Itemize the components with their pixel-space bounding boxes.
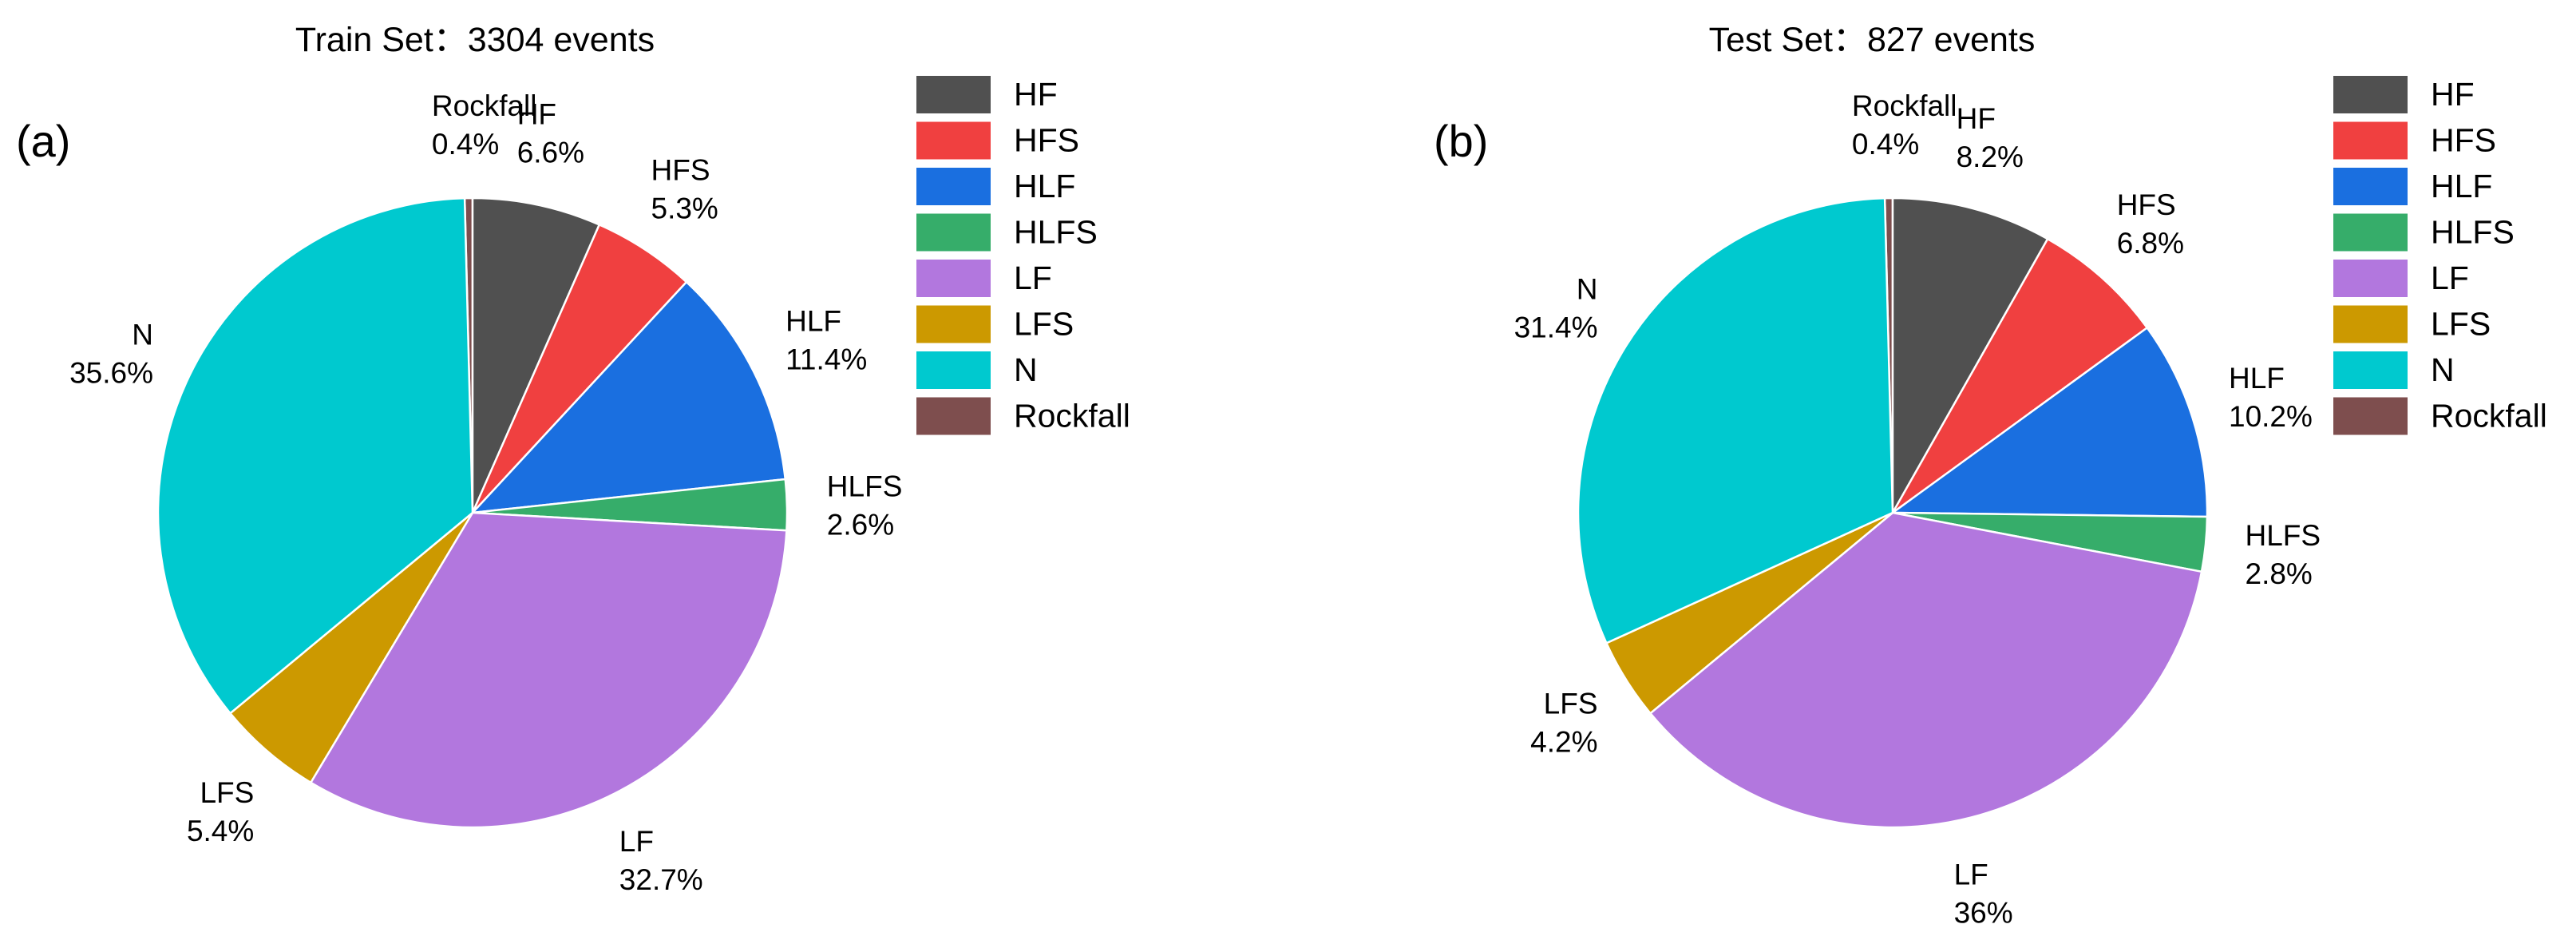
slice-label-rockfall-a: Rockfall xyxy=(432,89,537,122)
legend-swatch-hlf-b xyxy=(2333,168,2408,205)
legend-swatch-hf-b xyxy=(2333,76,2408,113)
legend-swatch-lf-a xyxy=(916,260,991,297)
slice-label-lfs-a: LFS xyxy=(200,776,254,809)
legend-swatch-hfs-a xyxy=(916,121,991,160)
legend-label-lfs-a: LFS xyxy=(1014,306,1074,343)
slice-value-hf-a: 6.6% xyxy=(517,137,584,169)
pie-slice-n-b xyxy=(1577,196,1894,645)
legend-label-lf-b: LF xyxy=(2431,260,2469,296)
legend-swatch-lf-b xyxy=(2333,260,2408,297)
pie-slice-hlf-b xyxy=(1889,326,2209,518)
slice-label-hfs-b: HFS xyxy=(2117,188,2176,221)
legend-swatch-rockfall-a xyxy=(916,397,991,435)
slice-value-hlfs-a: 2.6% xyxy=(827,509,894,541)
pie-chart-a xyxy=(156,196,789,829)
legend-label-n-b: N xyxy=(2431,351,2455,388)
pie-slice-hf-a xyxy=(471,196,601,514)
legend-swatch-lfs-b xyxy=(2333,305,2408,343)
slice-label-lfs-b: LFS xyxy=(1544,687,1598,720)
pie-slice-hf-b xyxy=(1891,196,2049,517)
legend-swatch-hlf-a xyxy=(916,168,991,205)
pie-chart-b xyxy=(1577,196,2209,829)
slice-value-lfs-a: 5.4% xyxy=(187,815,254,847)
legend-swatch-n-a xyxy=(916,351,991,389)
slice-value-rockfall-b: 0.4% xyxy=(1852,128,1919,161)
slice-label-hlf-b: HLF xyxy=(2229,362,2285,395)
chart-title-b: Test Set：827 events xyxy=(1709,21,2036,59)
pie-slice-hlf-a xyxy=(469,280,787,514)
panel-a: Train Set：3304 events (a) Rockfall 0.4% HF… xyxy=(16,21,1130,896)
pie-slice-n-a xyxy=(156,196,474,715)
pie-slice-lf-b xyxy=(1648,511,2203,829)
legend-label-n-a: N xyxy=(1014,351,1038,388)
slice-value-hf-b: 8.2% xyxy=(1957,141,2024,173)
slice-label-lf-b: LF xyxy=(1954,859,1988,891)
legend-swatch-n-b xyxy=(2333,351,2408,389)
slice-value-lf-b: 36% xyxy=(1954,897,2013,930)
pie-slice-hfs-b xyxy=(1891,237,2149,514)
slice-value-hfs-a: 5.3% xyxy=(651,192,718,224)
legend-swatch-lfs-a xyxy=(916,305,991,343)
legend-swatch-hfs-b xyxy=(2333,121,2408,160)
slice-labels-b: Rockfall 0.4% HF 8.2% HFS 6.8% HLF 10.2% HLFS 2.8… xyxy=(1514,89,2321,930)
slice-value-hlf-b: 10.2% xyxy=(2229,400,2313,433)
slice-value-rockfall-a: 0.4% xyxy=(432,128,499,161)
legend-label-hlfs-b: HLFS xyxy=(2431,214,2515,251)
legend-label-hf-b: HF xyxy=(2431,76,2475,113)
legend-label-hfs-b: HFS xyxy=(2431,122,2496,159)
slice-value-n-a: 35.6% xyxy=(69,356,153,389)
legend-swatch-rockfall-b xyxy=(2333,397,2408,435)
slice-label-rockfall-b: Rockfall xyxy=(1852,89,1957,122)
slice-value-hlfs-b: 2.8% xyxy=(2246,557,2313,590)
legend-label-hlf-a: HLF xyxy=(1014,168,1075,204)
slice-value-hlf-a: 11.4% xyxy=(785,343,867,376)
legend-label-rockfall-b: Rockfall xyxy=(2431,398,2547,434)
slice-label-hf-a: HF xyxy=(517,98,556,131)
pie-slice-lf-a xyxy=(309,511,788,829)
legend-swatch-hlfs-a xyxy=(916,213,991,252)
legend-label-hfs-a: HFS xyxy=(1014,122,1079,159)
legend-a: HF HFS HLF HLFS LF LFS N Rockfall xyxy=(916,76,1130,435)
pie-slice-lfs-a xyxy=(228,512,474,784)
slice-label-lf-a: LF xyxy=(619,825,654,858)
slice-label-n-a: N xyxy=(132,318,153,351)
panel-b: Test Set：827 events (b) Rockfall 0.4% HF 8.… xyxy=(1434,21,2547,930)
slice-labels-a: Rockfall 0.4% HF 6.6% HFS 5.3% HLF 11.4% HLFS 2.6… xyxy=(69,89,902,896)
legend-label-lfs-b: LFS xyxy=(2431,306,2491,343)
panel-label-a: (a) xyxy=(16,116,70,166)
slice-value-n-b: 31.4% xyxy=(1514,311,1598,344)
slice-label-hlfs-b: HLFS xyxy=(2246,519,2321,552)
slice-label-n-b: N xyxy=(1577,273,1598,306)
slice-label-hlfs-a: HLFS xyxy=(827,470,903,503)
legend-swatch-hlfs-b xyxy=(2333,213,2408,252)
panel-label-b: (b) xyxy=(1434,116,1488,166)
chart-title-a: Train Set：3304 events xyxy=(295,21,655,59)
slice-label-hlf-a: HLF xyxy=(785,305,841,338)
slice-value-lfs-b: 4.2% xyxy=(1530,725,1597,758)
slice-value-lf-a: 32.7% xyxy=(619,863,703,896)
legend-label-hlfs-a: HLFS xyxy=(1014,214,1098,251)
legend-label-rockfall-a: Rockfall xyxy=(1014,398,1130,434)
legend-b: HF HFS HLF HLFS LF LFS N Rockfall xyxy=(2333,76,2547,435)
slice-value-hfs-b: 6.8% xyxy=(2117,227,2184,260)
slice-label-hfs-a: HFS xyxy=(651,153,710,186)
slice-label-hf-b: HF xyxy=(1957,102,1996,135)
legend-swatch-hf-a xyxy=(916,76,991,113)
legend-label-lf-a: LF xyxy=(1014,260,1052,296)
legend-label-hf-a: HF xyxy=(1014,76,1058,113)
legend-label-hlf-b: HLF xyxy=(2431,168,2492,204)
